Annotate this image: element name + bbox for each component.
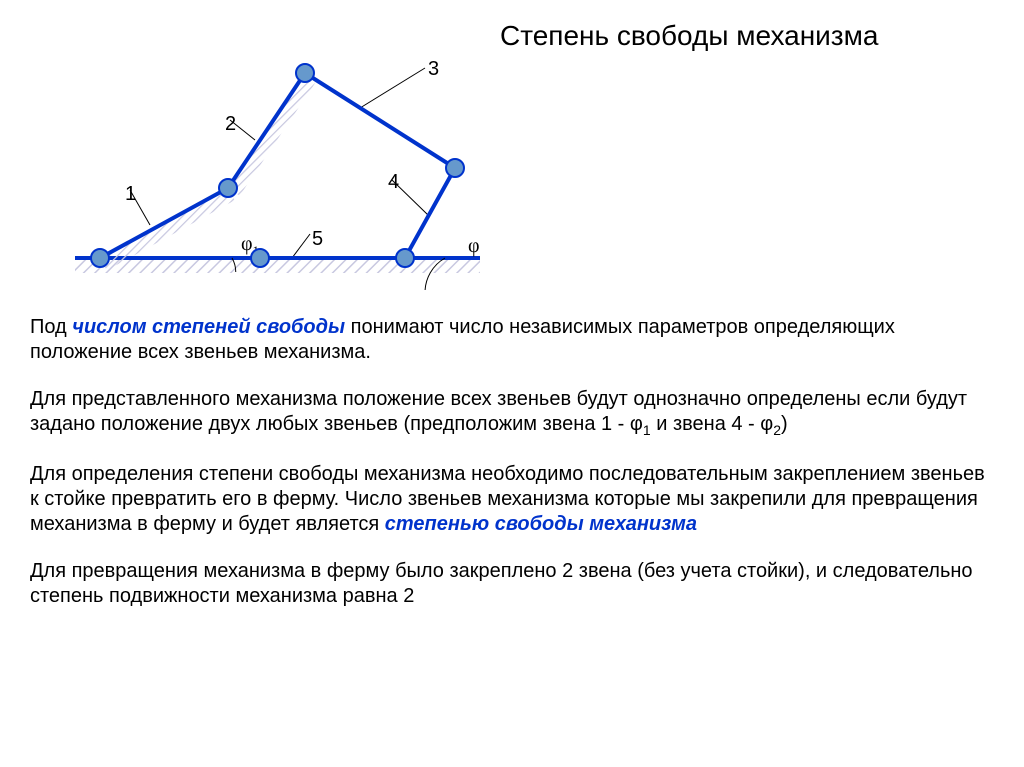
- svg-text:1: 1: [125, 183, 136, 205]
- svg-text:φ2: φ2: [468, 235, 480, 260]
- para-example: Для представленного механизма положение …: [30, 387, 994, 440]
- mechanism-diagram: φ1φ212345: [30, 20, 480, 290]
- term-dof: степенью свободы механизма: [385, 513, 697, 535]
- svg-text:2: 2: [225, 113, 236, 135]
- term-dof-count: числом степеней свободы: [72, 316, 345, 338]
- para-result: Для превращения механизма в ферму было з…: [30, 559, 994, 609]
- svg-text:5: 5: [312, 228, 323, 250]
- body-text: Под числом степеней свободы понимают чис…: [30, 315, 994, 609]
- svg-text:3: 3: [428, 58, 439, 80]
- para-definition: Под числом степеней свободы понимают чис…: [30, 315, 994, 365]
- svg-text:4: 4: [388, 171, 399, 193]
- para-method: Для определения степени свободы механизм…: [30, 462, 994, 537]
- page-title: Степень свободы механизма: [500, 20, 994, 52]
